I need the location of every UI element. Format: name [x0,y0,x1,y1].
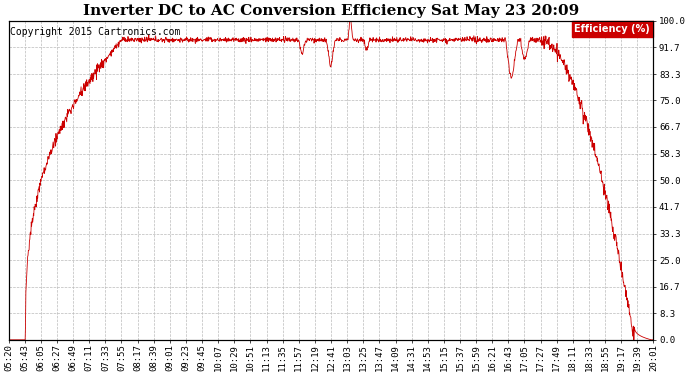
Text: Efficiency (%): Efficiency (%) [575,24,650,34]
Title: Inverter DC to AC Conversion Efficiency Sat May 23 20:09: Inverter DC to AC Conversion Efficiency … [83,4,579,18]
Text: Copyright 2015 Cartronics.com: Copyright 2015 Cartronics.com [10,27,180,37]
